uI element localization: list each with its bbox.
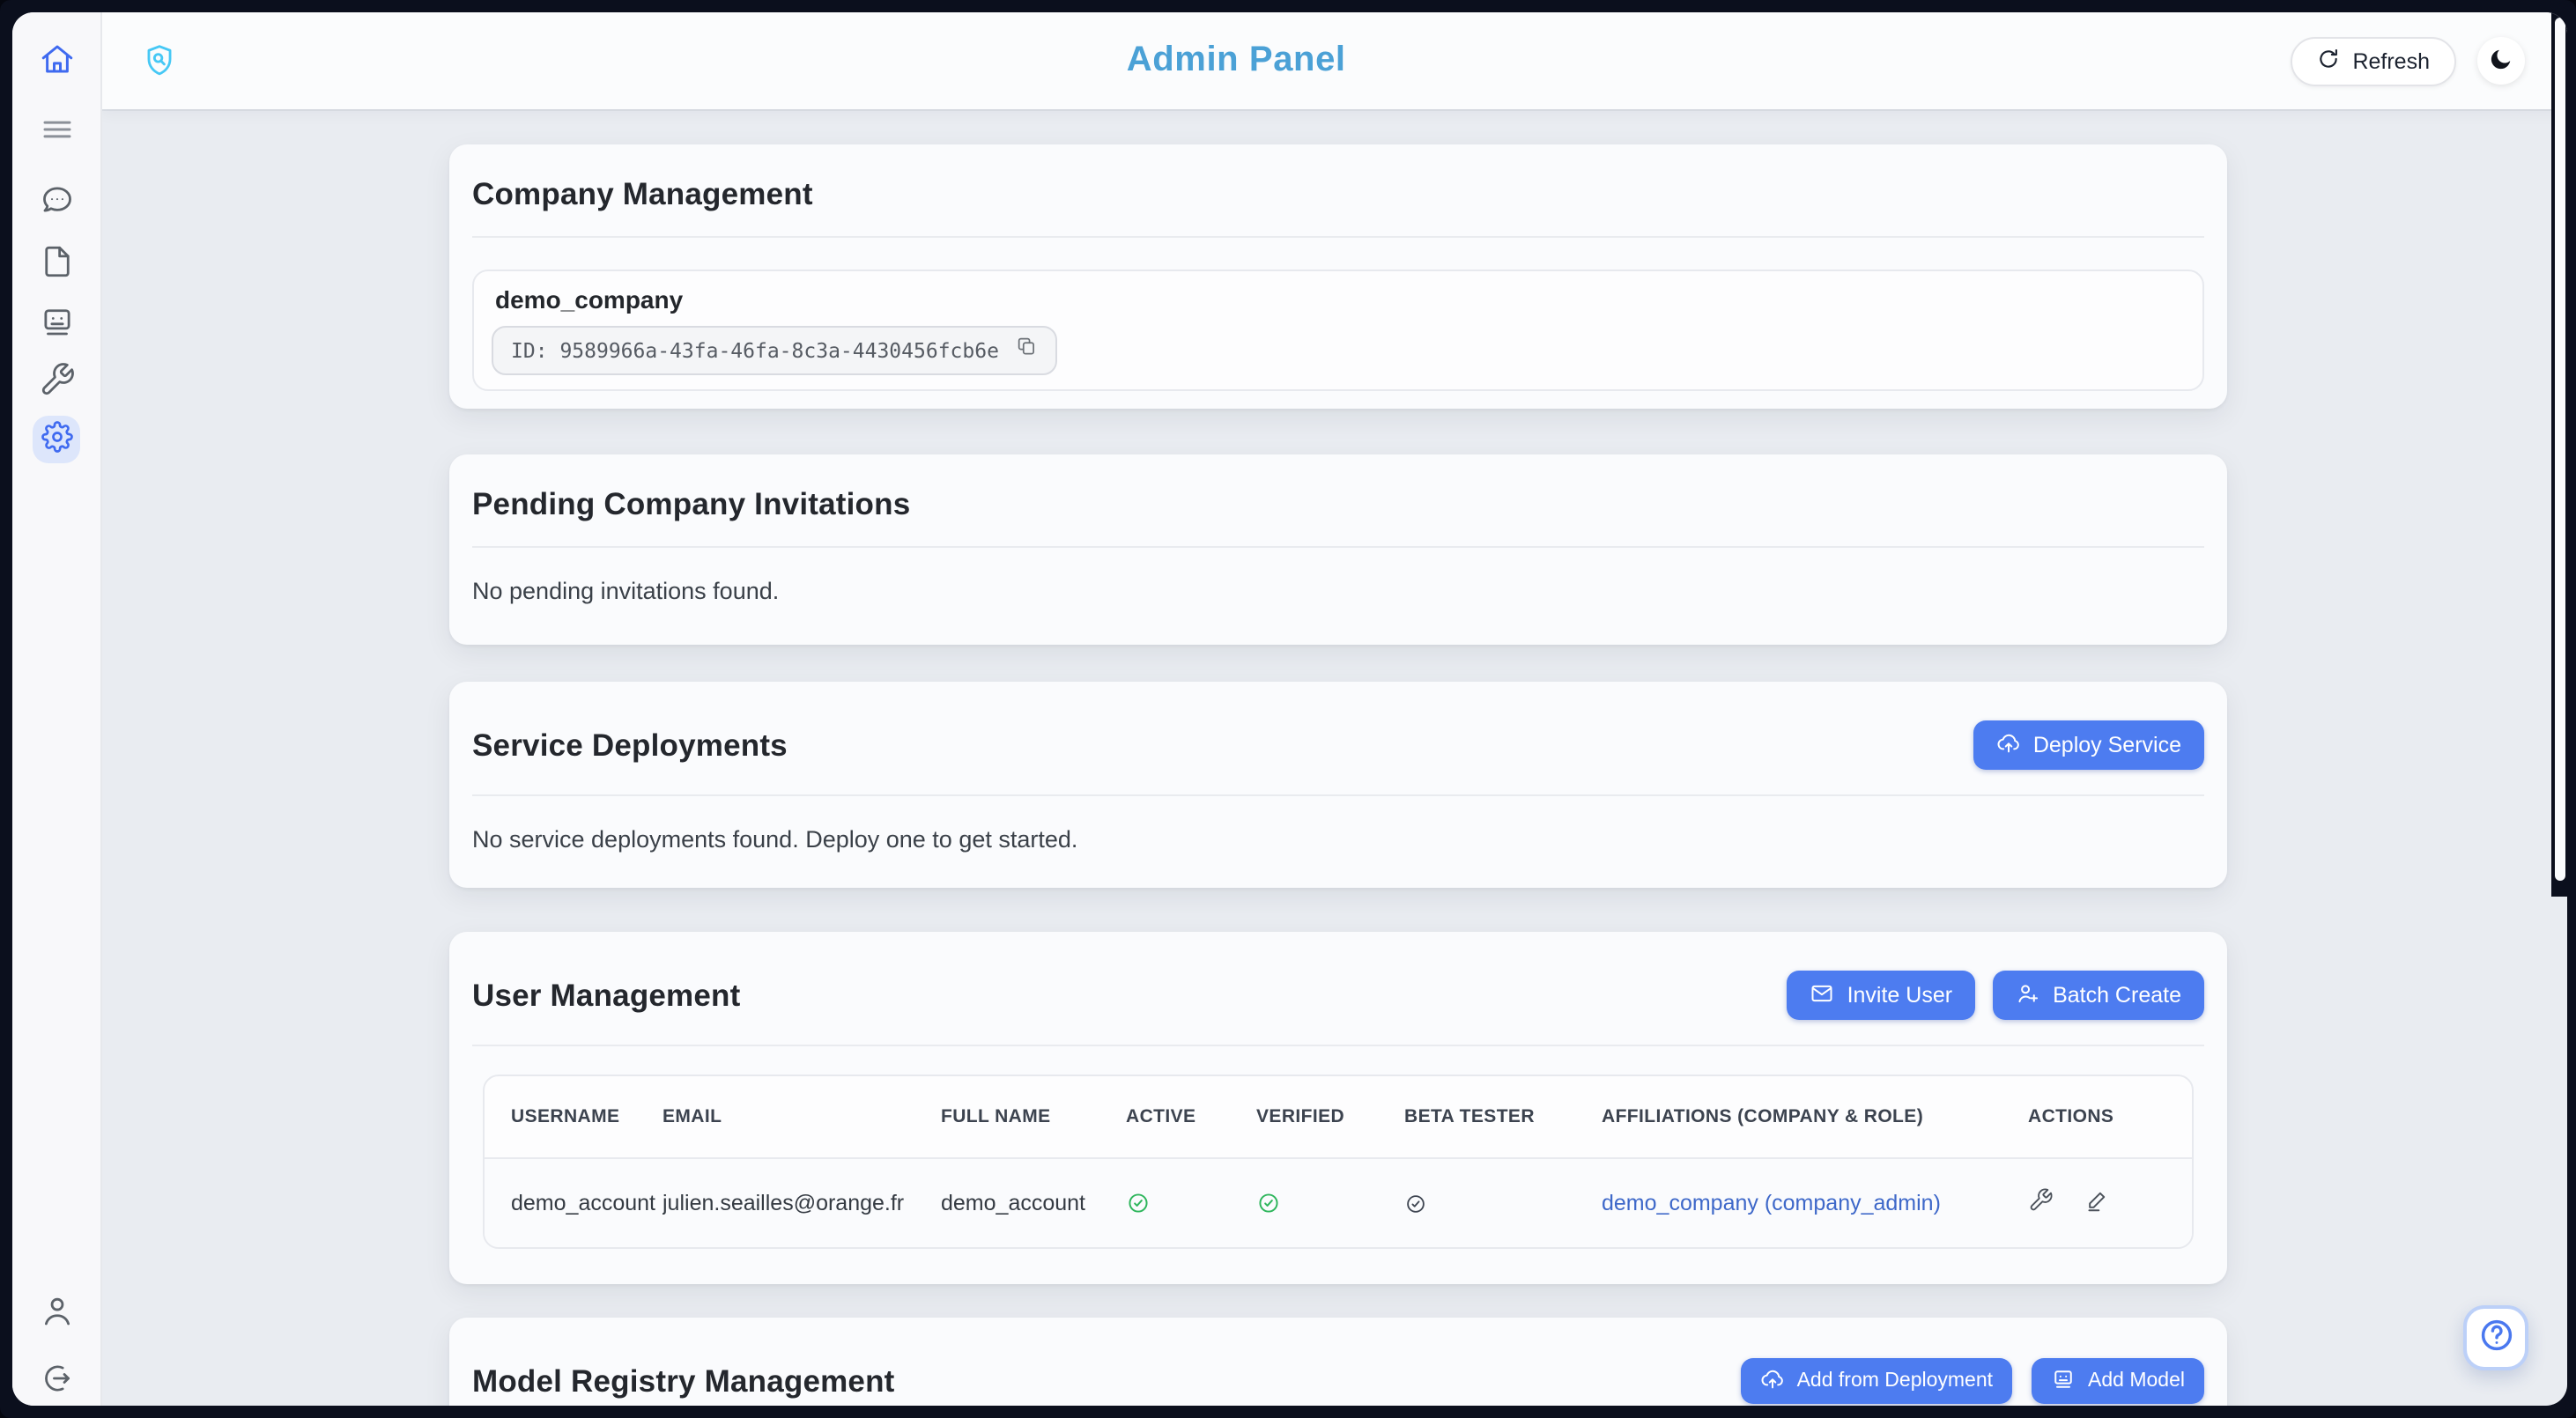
batch-create-button[interactable]: Batch Create xyxy=(1993,971,2204,1020)
user-plus-icon xyxy=(2016,980,2040,1010)
user-tools-button[interactable] xyxy=(2028,1188,2054,1219)
company-name: demo_company xyxy=(495,285,684,314)
app-window: Admin Panel Refresh Company Management xyxy=(12,12,2567,1406)
add-model-button[interactable]: Add Model xyxy=(2032,1358,2204,1404)
company-management-title: Company Management xyxy=(472,176,813,211)
document-icon xyxy=(38,243,75,285)
divider xyxy=(472,546,2204,548)
copy-icon[interactable] xyxy=(1015,335,1038,366)
check-circle-icon xyxy=(1256,1190,1281,1215)
check-circle-icon xyxy=(1126,1190,1151,1215)
user-edit-button[interactable] xyxy=(2084,1188,2110,1219)
sidebar-item-menu[interactable] xyxy=(33,109,79,155)
col-actions: ACTIONS xyxy=(2028,1106,2114,1127)
menu-icon xyxy=(38,111,75,153)
theme-toggle-button[interactable] xyxy=(2477,37,2525,85)
divider xyxy=(472,1045,2204,1046)
robot-icon xyxy=(38,303,75,345)
sidebar-item-settings[interactable] xyxy=(33,416,80,463)
scrollbar-track xyxy=(2551,12,2567,897)
col-username: USERNAME xyxy=(511,1106,620,1127)
cell-verified xyxy=(1256,1157,1404,1247)
moon-icon xyxy=(2488,45,2514,77)
help-button[interactable] xyxy=(2463,1305,2528,1370)
divider xyxy=(472,794,2204,796)
logout-icon xyxy=(38,1360,75,1402)
cloud-upload-icon xyxy=(1996,730,2021,760)
add-from-deployment-button[interactable]: Add from Deployment xyxy=(1740,1358,2013,1404)
chat-icon xyxy=(38,181,75,224)
service-deployments-card: Service Deployments Deploy Service No se… xyxy=(449,682,2227,888)
company-id-chip[interactable]: ID: 9589966a-43fa-46fa-8c3a-4430456fcb6e xyxy=(492,326,1057,375)
robot-icon xyxy=(2051,1366,2076,1396)
pending-invitations-empty-text: No pending invitations found. xyxy=(472,578,780,604)
table-header-row: USERNAME EMAIL FULL NAME ACTIVE VERIFIED… xyxy=(485,1076,2192,1158)
sidebar-item-profile[interactable] xyxy=(33,1291,79,1337)
col-full-name: FULL NAME xyxy=(941,1106,1051,1127)
wrench-icon xyxy=(2028,1189,2054,1219)
model-registry-title: Model Registry Management xyxy=(472,1363,895,1398)
service-deployments-empty-text: No service deployments found. Deploy one… xyxy=(472,826,1078,853)
question-icon xyxy=(2476,1316,2515,1360)
sidebar-item-tools[interactable] xyxy=(33,359,79,405)
cell-affiliations: demo_company (company_admin) xyxy=(1602,1157,2028,1247)
col-email: EMAIL xyxy=(663,1106,722,1127)
sidebar-item-models[interactable] xyxy=(33,301,79,347)
refresh-icon xyxy=(2317,47,2340,75)
users-table: USERNAME EMAIL FULL NAME ACTIVE VERIFIED… xyxy=(483,1075,2194,1249)
col-affiliations: AFFILIATIONS (COMPANY & ROLE) xyxy=(1602,1106,1924,1127)
mail-icon xyxy=(1810,980,1835,1010)
cell-username: demo_account xyxy=(485,1157,663,1247)
main-content: Company Management demo_company ID: 9589… xyxy=(100,109,2567,1406)
affiliation-link[interactable]: demo_company (company_admin) xyxy=(1602,1191,1941,1215)
sidebar-item-logout[interactable] xyxy=(33,1358,79,1404)
col-verified: VERIFIED xyxy=(1256,1106,1345,1127)
sidebar-item-chat[interactable] xyxy=(33,180,79,225)
cell-email: julien.seailles@orange.fr xyxy=(663,1157,941,1247)
sidebar xyxy=(12,12,102,1406)
company-id-label: ID: 9589966a-43fa-46fa-8c3a-4430456fcb6e xyxy=(511,338,999,363)
invite-user-button[interactable]: Invite User xyxy=(1787,971,1976,1020)
company-management-card: Company Management demo_company ID: 9589… xyxy=(449,144,2227,409)
user-icon xyxy=(38,1293,75,1335)
cell-actions xyxy=(2028,1157,2192,1247)
user-management-card: User Management Invite User Batch Create xyxy=(449,932,2227,1284)
col-active: ACTIVE xyxy=(1126,1106,1196,1127)
check-circle-icon xyxy=(1404,1191,1427,1215)
app-header: Admin Panel Refresh xyxy=(100,12,2567,109)
edit-icon xyxy=(2084,1193,2110,1219)
sidebar-item-home[interactable] xyxy=(33,39,79,85)
settings-icon xyxy=(41,421,72,458)
cell-active xyxy=(1126,1157,1256,1247)
sidebar-item-documents[interactable] xyxy=(33,241,79,287)
shield-search-icon xyxy=(136,38,181,84)
refresh-button[interactable]: Refresh xyxy=(2291,36,2456,85)
pending-invitations-title: Pending Company Invitations xyxy=(472,486,911,521)
deploy-service-button[interactable]: Deploy Service xyxy=(1973,720,2204,770)
divider xyxy=(472,236,2204,238)
model-registry-card: Model Registry Management Add from Deplo… xyxy=(449,1318,2227,1406)
home-icon xyxy=(38,41,75,83)
cell-beta-tester xyxy=(1404,1157,1602,1247)
page-title: Admin Panel xyxy=(1126,41,1346,79)
company-item: demo_company ID: 9589966a-43fa-46fa-8c3a… xyxy=(472,270,2204,391)
pending-invitations-card: Pending Company Invitations No pending i… xyxy=(449,454,2227,645)
table-row: demo_account julien.seailles@orange.fr d… xyxy=(485,1157,2192,1247)
service-deployments-title: Service Deployments xyxy=(472,727,788,762)
cell-full-name: demo_account xyxy=(941,1157,1126,1247)
cloud-upload-icon xyxy=(1760,1366,1785,1396)
user-management-title: User Management xyxy=(472,977,741,1012)
wrench-icon xyxy=(38,361,75,403)
scrollbar-thumb[interactable] xyxy=(2555,18,2565,881)
col-beta-tester: BETA TESTER xyxy=(1404,1106,1535,1127)
